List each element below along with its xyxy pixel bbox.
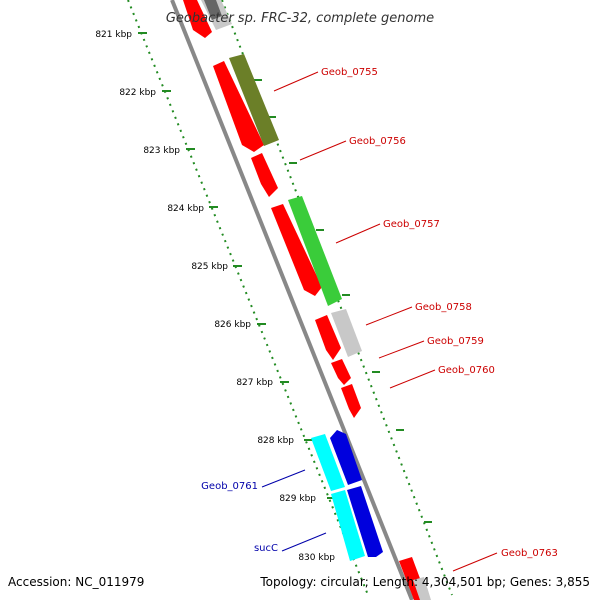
gene-label-geob-0755[interactable]: Geob_0755 — [321, 67, 378, 78]
gene-label-succ[interactable]: sucC — [254, 543, 278, 554]
tick-label: 830 kbp — [298, 553, 335, 563]
gene-block-geob-0763-grey — [413, 577, 431, 600]
tick-labels: 821 kbp 822 kbp 823 kbp 824 kbp 825 kbp … — [95, 30, 335, 563]
leader-geob-0763 — [452, 552, 498, 572]
gene-block-top-red — [183, 0, 212, 38]
leader-succ — [281, 532, 327, 552]
map-title: Geobacter sp. FRC-32, complete genome — [166, 11, 434, 26]
tick-label: 827 kbp — [236, 378, 273, 388]
tick-label: 825 kbp — [191, 262, 228, 272]
genome-summary-text: Topology: circular; Length: 4,304,501 bp… — [259, 575, 590, 589]
gene-leader-lines — [261, 71, 498, 572]
gene-block-geob-0756-red — [251, 153, 278, 197]
tick-label: 829 kbp — [279, 494, 316, 504]
tick-label: 828 kbp — [257, 436, 294, 446]
gene-block-top-darkgrey — [204, 0, 222, 20]
tick-label: 824 kbp — [167, 204, 204, 214]
tick-label: 822 kbp — [119, 88, 156, 98]
leader-geob-0757 — [335, 223, 381, 244]
gene-label-geob-0763[interactable]: Geob_0763 — [501, 548, 558, 559]
gene-block-geob-0758-grey — [331, 309, 362, 357]
gene-block-geob-0760-red — [341, 384, 361, 418]
gene-block-geob-0757-red — [271, 204, 322, 296]
tick-label: 826 kbp — [214, 320, 251, 330]
gene-label-geob-0761[interactable]: Geob_0761 — [201, 481, 258, 492]
gene-block-succ-blue — [347, 486, 383, 557]
accession-text: Accession: NC_011979 — [8, 575, 144, 589]
leader-geob-0759 — [378, 340, 425, 359]
gene-label-geob-0757[interactable]: Geob_0757 — [383, 219, 440, 230]
leader-geob-0758 — [365, 306, 413, 326]
leader-geob-0756 — [299, 140, 347, 161]
leader-geob-0761 — [261, 469, 306, 488]
tick-label: 821 kbp — [95, 30, 132, 40]
gene-block-succ-cyan — [331, 490, 365, 561]
gene-block-geob-0761-cyan — [311, 434, 345, 491]
gene-block-geob-0761-blue — [330, 430, 362, 485]
gene-label-geob-0758[interactable]: Geob_0758 — [415, 302, 472, 313]
gene-block-geob-0757-green — [288, 196, 342, 306]
tick-label: 823 kbp — [143, 146, 180, 156]
leader-geob-0760 — [389, 369, 436, 389]
gene-label-geob-0759[interactable]: Geob_0759 — [427, 336, 484, 347]
gene-label-geob-0756[interactable]: Geob_0756 — [349, 136, 406, 147]
gene-block-geob-0759-red — [331, 359, 351, 385]
outer-ruler-line — [127, 0, 369, 596]
gene-labels: Geob_0755 Geob_0756 Geob_0757 Geob_0758 … — [201, 67, 558, 559]
inner-ticks — [254, 79, 432, 523]
gene-block-geob-0755-red — [213, 61, 264, 152]
gene-block-geob-0755-olive — [229, 54, 279, 146]
gene-features — [183, 0, 431, 600]
gene-label-geob-0760[interactable]: Geob_0760 — [438, 365, 495, 376]
genome-backbone — [170, 0, 414, 600]
gene-block-geob-0758-red — [315, 315, 341, 360]
leader-geob-0755 — [273, 71, 319, 92]
